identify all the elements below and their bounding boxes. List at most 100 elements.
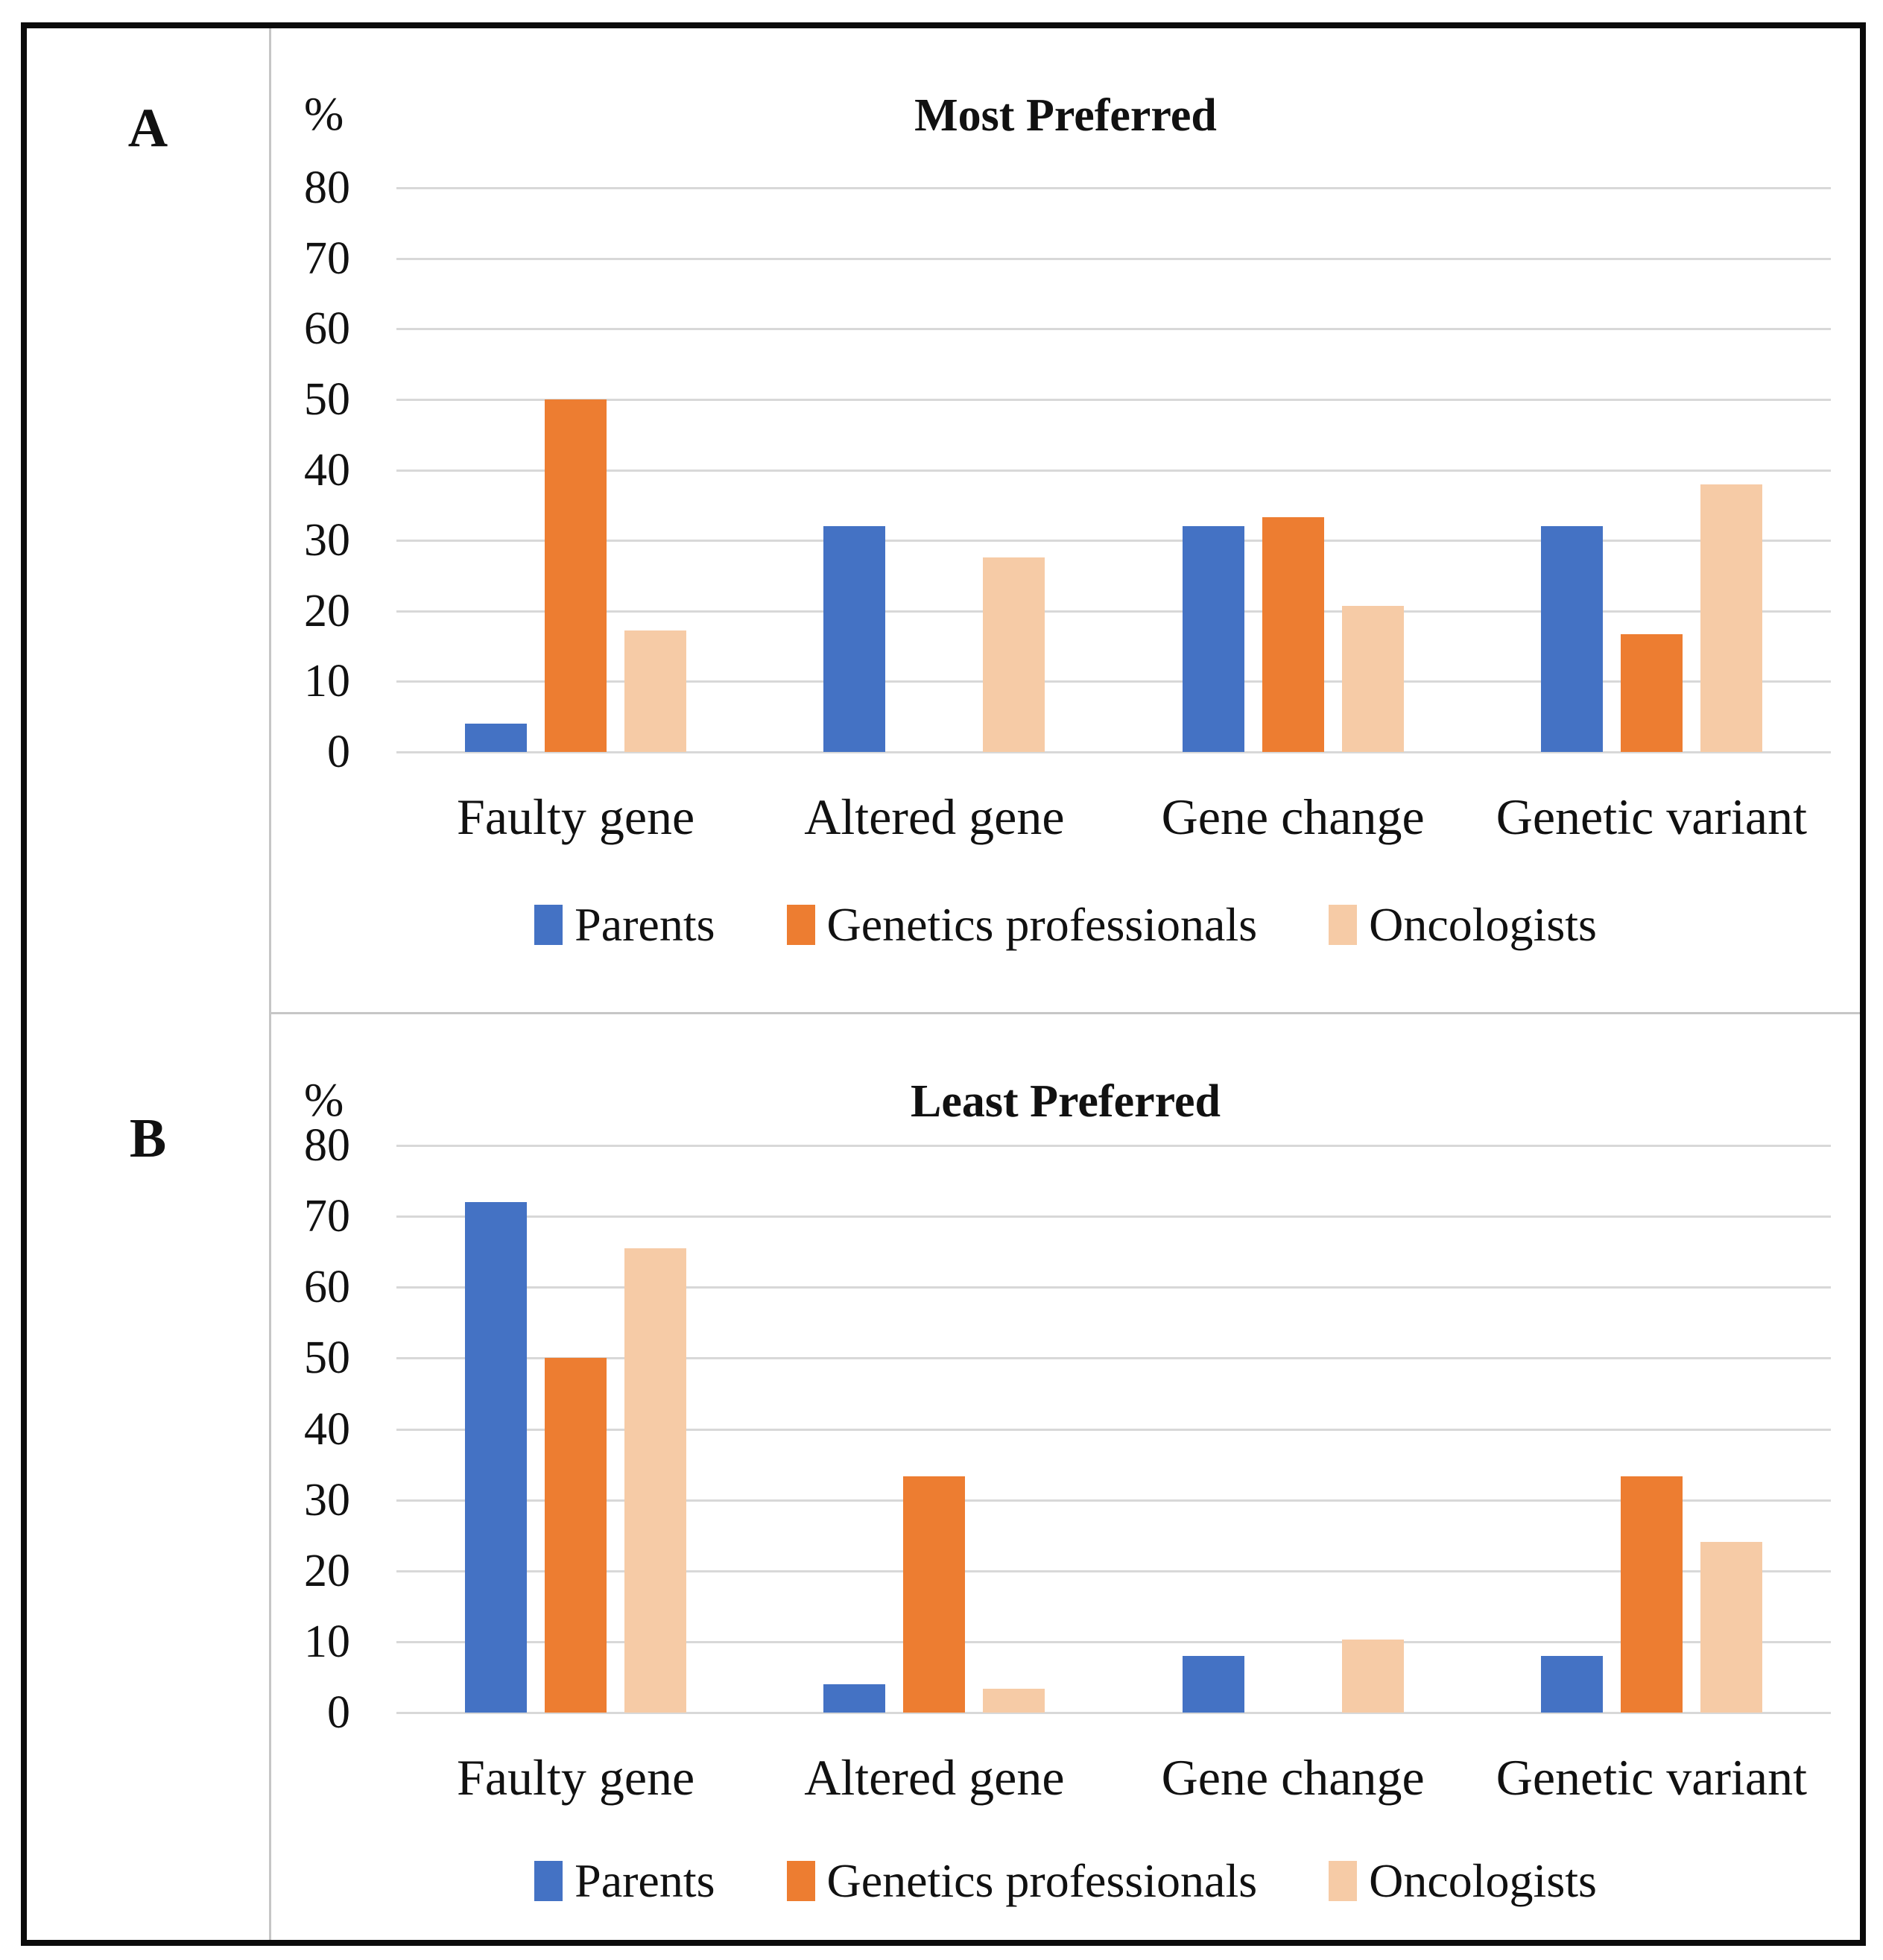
chart-title: Most Preferred xyxy=(914,90,1217,141)
panel-a-header: % Most Preferred xyxy=(271,28,1860,162)
figure-frame: A B % Most Preferred 80 70 60 50 40 30 20 10 0 F… xyxy=(21,22,1866,1946)
gridline-80 xyxy=(396,1145,1831,1147)
y-tick-label-30: 30 xyxy=(304,1474,350,1526)
legend-item-genetics-professionals: Genetics professionals xyxy=(786,898,1258,951)
y-tick-label-40: 40 xyxy=(304,444,350,496)
legend-item-oncologists: Oncologists xyxy=(1329,1855,1597,1907)
legend-label-genetics-professionals: Genetics professionals xyxy=(826,898,1258,951)
gridline-10 xyxy=(396,1640,1831,1643)
x-category-label-faulty-gene: Faulty gene xyxy=(457,788,695,845)
gridline-70 xyxy=(396,1215,1831,1218)
x-category-label-gene-change: Gene change xyxy=(1161,1749,1425,1806)
legend: Parents Genetics professionals Oncologists xyxy=(271,899,1860,951)
y-axis-unit-label: % xyxy=(304,87,344,140)
gridline-60 xyxy=(396,328,1831,331)
panel-letter-column: A B xyxy=(27,28,271,1940)
y-tick-label-40: 40 xyxy=(304,1403,350,1455)
y-tick-label-10: 10 xyxy=(304,656,350,707)
bar-group-faulty-gene xyxy=(396,188,755,752)
legend-swatch-oncologists xyxy=(1329,905,1358,945)
legend-swatch-parents xyxy=(534,905,563,945)
legend-item-oncologists: Oncologists xyxy=(1329,899,1597,951)
bar-groups xyxy=(396,1145,1831,1713)
bar-genetics-professionals-altered-gene xyxy=(903,1476,966,1713)
bar-oncologists-gene-change xyxy=(1341,1640,1404,1713)
bar-oncologists-genetic-variant xyxy=(1700,484,1762,752)
bar-parents-genetic-variant xyxy=(1540,526,1603,752)
bar-parents-faulty-gene xyxy=(465,724,528,752)
y-tick-label-10: 10 xyxy=(304,1616,350,1667)
y-tick-label-60: 60 xyxy=(304,303,350,355)
bar-group-altered-gene xyxy=(755,188,1113,752)
bar-group-gene-change xyxy=(1114,188,1472,752)
y-axis-unit-label: % xyxy=(304,1073,344,1126)
gridline-50 xyxy=(396,398,1831,401)
gridline-10 xyxy=(396,680,1831,683)
panel-b-header: % Least Preferred xyxy=(271,1014,1860,1148)
panel-a-label: A xyxy=(127,98,168,159)
bar-oncologists-faulty-gene xyxy=(624,1248,687,1713)
y-tick-label-50: 50 xyxy=(304,373,350,425)
gridline-30 xyxy=(396,540,1831,543)
x-category-label-genetic-variant: Genetic variant xyxy=(1496,788,1807,845)
bar-genetics-professionals-gene-change xyxy=(1262,516,1324,752)
panel-b-chart: % Least Preferred 80 70 60 50 40 30 20 10 0 Faul… xyxy=(271,1014,1860,1940)
bar-oncologists-faulty-gene xyxy=(624,630,687,752)
bar-oncologists-genetic-variant xyxy=(1700,1541,1762,1713)
x-category-label-altered-gene: Altered gene xyxy=(804,788,1065,845)
plot-area: 80 70 60 50 40 30 20 10 0 xyxy=(304,165,1831,775)
gridline-20 xyxy=(396,1569,1831,1572)
y-tick-label-0: 0 xyxy=(327,1687,350,1738)
gridline-60 xyxy=(396,1286,1831,1289)
gridline-80 xyxy=(396,187,1831,189)
bar-groups xyxy=(396,188,1831,752)
panel-a-chart: % Most Preferred 80 70 60 50 40 30 20 10 0 Fault… xyxy=(271,28,1860,1014)
y-tick-label-30: 30 xyxy=(304,515,350,566)
panel-b-label: B xyxy=(129,1108,167,1169)
legend-item-genetics-professionals: Genetics professionals xyxy=(786,1855,1257,1907)
legend-item-parents: Parents xyxy=(534,1855,715,1907)
x-category-label-faulty-gene: Faulty gene xyxy=(457,1749,695,1806)
x-category-label-altered-gene: Altered gene xyxy=(804,1749,1065,1806)
gridline-0 xyxy=(396,751,1831,753)
legend-label-parents: Parents xyxy=(575,1854,715,1907)
y-tick-label-50: 50 xyxy=(304,1333,350,1384)
legend-swatch-oncologists xyxy=(1329,1861,1358,1901)
chart-title: Least Preferred xyxy=(910,1076,1221,1127)
y-tick-label-80: 80 xyxy=(304,1120,350,1171)
bar-genetics-professionals-genetic-variant xyxy=(1620,633,1683,752)
bar-group-faulty-gene xyxy=(396,1145,755,1713)
gridline-70 xyxy=(396,257,1831,260)
bar-parents-altered-gene xyxy=(823,1684,886,1713)
plot-area: 80 70 60 50 40 30 20 10 0 xyxy=(304,1122,1831,1736)
legend-swatch-parents xyxy=(534,1861,563,1901)
legend-item-parents: Parents xyxy=(534,899,715,951)
legend-label-oncologists: Oncologists xyxy=(1369,1854,1597,1907)
x-axis-category-row: Faulty gene Altered gene Gene change Geneti… xyxy=(396,788,1831,845)
gridline-20 xyxy=(396,610,1831,613)
gridline-50 xyxy=(396,1357,1831,1360)
bar-parents-gene-change xyxy=(1182,526,1244,752)
legend: Parents Genetics professionals Oncologists xyxy=(271,1855,1860,1907)
y-tick-label-70: 70 xyxy=(304,233,350,284)
legend-swatch-genetics-professionals xyxy=(786,905,815,945)
y-tick-label-80: 80 xyxy=(304,162,350,213)
legend-swatch-genetics-professionals xyxy=(786,1861,815,1901)
bar-parents-altered-gene xyxy=(823,526,886,752)
bar-oncologists-altered-gene xyxy=(983,1688,1045,1713)
legend-label-parents: Parents xyxy=(575,898,715,951)
bar-oncologists-gene-change xyxy=(1341,606,1404,752)
x-category-label-gene-change: Gene change xyxy=(1161,788,1425,845)
y-tick-label-70: 70 xyxy=(304,1191,350,1242)
y-tick-label-60: 60 xyxy=(304,1262,350,1313)
bar-group-genetic-variant xyxy=(1472,1145,1831,1713)
bar-parents-genetic-variant xyxy=(1540,1655,1603,1713)
bar-group-altered-gene xyxy=(755,1145,1113,1713)
bar-parents-faulty-gene xyxy=(465,1202,528,1713)
x-axis-category-row: Faulty gene Altered gene Gene change Geneti… xyxy=(396,1749,1831,1806)
bar-group-gene-change xyxy=(1114,1145,1472,1713)
bar-genetics-professionals-genetic-variant xyxy=(1620,1476,1683,1713)
gridline-40 xyxy=(396,469,1831,472)
gridline-0 xyxy=(396,1712,1831,1714)
